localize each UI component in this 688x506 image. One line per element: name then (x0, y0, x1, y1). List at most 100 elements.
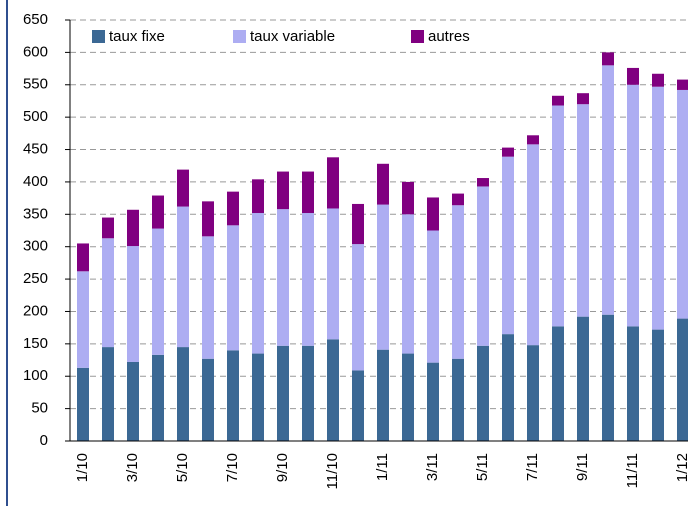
bar-segment (252, 213, 264, 354)
bar-segment (652, 73, 664, 87)
legend-swatch (233, 30, 246, 43)
bar-segment (452, 358, 464, 441)
bar-segment (102, 217, 114, 239)
y-tick-label: 650 (23, 11, 48, 28)
legend-label: taux fixe (109, 28, 165, 45)
bar-segment (227, 225, 239, 351)
y-tick-label: 0 (40, 432, 48, 449)
y-tick-label: 150 (23, 335, 48, 352)
bar-segment (302, 213, 314, 346)
bar-segment (127, 361, 139, 441)
bar-segment (577, 316, 589, 441)
y-tick-label: 200 (23, 302, 48, 319)
x-tick-label: 3/10 (124, 453, 141, 482)
bar-segment (327, 157, 339, 209)
bar-segment (277, 209, 289, 346)
bar-segment (627, 326, 639, 441)
y-tick-label: 600 (23, 43, 48, 60)
x-tick-label: 7/10 (224, 453, 241, 482)
bar-segment (102, 347, 114, 441)
bar-segment (202, 201, 214, 237)
bar-segment (152, 195, 164, 229)
bar-segment (627, 84, 639, 327)
bar-segment (227, 350, 239, 441)
bar-segment (552, 326, 564, 441)
y-tick-label: 450 (23, 141, 48, 158)
bar-segment (377, 204, 389, 350)
bar-segment (627, 67, 639, 85)
bar-segment (502, 156, 514, 335)
bar-segment (552, 105, 564, 327)
y-tick-label: 500 (23, 108, 48, 125)
bar-segment (427, 230, 439, 363)
x-tick-label: 1/12 (674, 453, 688, 482)
x-tick-label: 1/10 (74, 453, 91, 482)
legend-swatch (92, 30, 105, 43)
bar-segment (202, 358, 214, 441)
y-tick-label: 250 (23, 270, 48, 287)
bar-segment (152, 354, 164, 441)
bar-segment (77, 271, 89, 368)
x-tick-label: 7/11 (524, 453, 541, 481)
bar-segment (652, 329, 664, 441)
y-tick-label: 50 (31, 400, 48, 417)
bar-segment (327, 339, 339, 441)
bar-segment (127, 246, 139, 362)
bar-segment (652, 86, 664, 330)
bar-segment (477, 186, 489, 346)
x-tick-label: 9/10 (274, 453, 291, 482)
bar-segment (352, 244, 364, 371)
bar-segment (477, 178, 489, 187)
bar-segment (352, 370, 364, 441)
bar-segment (127, 209, 139, 247)
bar-segment (452, 205, 464, 359)
bar-segment (102, 238, 114, 348)
x-tick-label: 5/10 (174, 453, 191, 482)
x-tick-label: 5/11 (474, 453, 491, 481)
bar-segment (577, 93, 589, 105)
bar-segment (177, 206, 189, 348)
bar-segment (677, 89, 688, 319)
bar-segment (327, 208, 339, 340)
bar-segment (427, 197, 439, 231)
y-tick-label: 400 (23, 173, 48, 190)
bar-segment (352, 203, 364, 245)
bar-segment (602, 314, 614, 441)
bar-segment (527, 135, 539, 145)
bar-segment (402, 353, 414, 441)
bar-segment (202, 236, 214, 359)
bar-segment (152, 228, 164, 355)
legend-swatch (411, 30, 424, 43)
bar-segment (402, 214, 414, 354)
bar-segment (527, 144, 539, 346)
y-tick-label: 300 (23, 238, 48, 255)
bar-segment (677, 318, 688, 441)
bar-segment (427, 362, 439, 441)
x-tick-label: 9/11 (574, 453, 591, 481)
bar-segment (502, 147, 514, 157)
bar-segment (177, 347, 189, 441)
y-tick-label: 550 (23, 76, 48, 93)
bar-segment (77, 367, 89, 441)
bar-segment (277, 171, 289, 210)
legend-label: autres (428, 28, 470, 45)
x-tick-label: 11/11 (624, 453, 641, 488)
bar-segment (402, 181, 414, 215)
x-tick-label: 11/10 (324, 453, 341, 489)
bar-segment (277, 345, 289, 441)
legend-label: taux variable (250, 28, 335, 45)
bar-segment (527, 345, 539, 441)
y-tick-label: 350 (23, 205, 48, 222)
bar-segment (177, 169, 189, 207)
bar-segment (577, 104, 589, 317)
x-tick-label: 1/11 (374, 453, 391, 481)
bar-segment (502, 334, 514, 441)
bar-segment (77, 243, 89, 272)
bar-segment (227, 191, 239, 226)
bar-segment (602, 52, 614, 66)
bar-segment (302, 345, 314, 441)
y-tick-label: 100 (23, 367, 48, 384)
bar-segment (552, 95, 564, 106)
bar-segment (677, 79, 688, 90)
